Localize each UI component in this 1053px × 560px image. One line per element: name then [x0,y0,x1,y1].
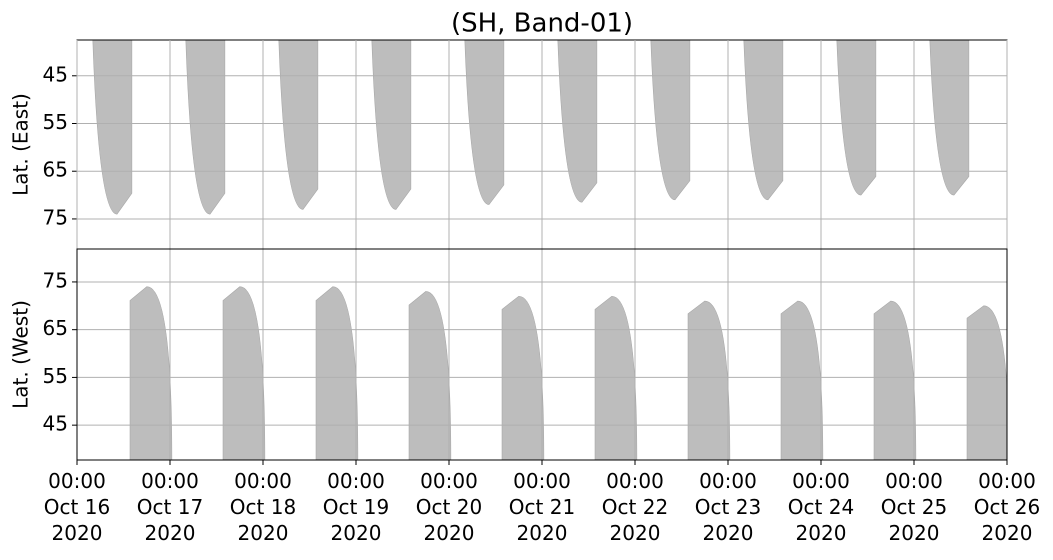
swath [873,300,917,460]
x-tick-line: Oct 25 [881,495,947,519]
swath [129,286,173,460]
x-tick-line: 2020 [424,521,475,545]
y-tick-label: 75 [43,205,68,229]
x-tick-line: Oct 24 [788,495,854,519]
x-tick-line: 2020 [52,521,103,545]
x-tick-line: 2020 [517,521,568,545]
x-tick-line: 00:00 [699,469,757,493]
swath [929,40,970,196]
x-tick-line: 00:00 [327,469,385,493]
x-tick-label: 00:00 Oct 20 2020 [416,469,482,545]
swath [743,40,784,201]
x-tick-line: 00:00 [978,469,1036,493]
x-tick-line: Oct 21 [509,495,575,519]
x-tick-label: 00:00 Oct 16 2020 [44,469,110,545]
plot-area [92,40,970,215]
x-tick-line: 2020 [610,521,661,545]
x-tick-line: Oct 19 [323,495,389,519]
swath [650,40,691,201]
x-tick-line: 2020 [796,521,847,545]
swath [780,300,824,460]
x-tick-label: 00:00 Oct 25 2020 [881,469,947,545]
x-tick-label: 00:00 Oct 18 2020 [230,469,296,545]
swath [557,40,598,203]
x-tick-line: 00:00 [234,469,292,493]
x-tick-line: Oct 17 [137,495,203,519]
swath [92,40,133,215]
x-tick-label: 00:00 Oct 21 2020 [509,469,575,545]
x-tick-line: 2020 [238,521,289,545]
x-tick-line: 2020 [982,521,1033,545]
x-tick-label: 00:00 Oct 19 2020 [323,469,389,545]
x-tick-line: 2020 [331,521,382,545]
x-tick-line: 2020 [703,521,754,545]
swath [408,291,452,460]
x-tick-line: 00:00 [792,469,850,493]
x-tick-line: 2020 [145,521,196,545]
x-tick-line: Oct 23 [695,495,761,519]
y-axis-label: Lat. (East) [9,93,33,196]
x-tick-line: 00:00 [513,469,571,493]
swath [966,305,1007,460]
swath [315,286,359,460]
x-tick-line: 00:00 [606,469,664,493]
x-tick-line: 00:00 [885,469,943,493]
x-tick-line: 00:00 [141,469,199,493]
y-tick-label: 55 [43,110,68,134]
x-tick-label: 00:00 Oct 17 2020 [137,469,203,545]
y-tick-label: 65 [43,158,68,182]
x-tick-label: 00:00 Oct 22 2020 [602,469,668,545]
x-tick-line: Oct 26 [974,495,1040,519]
swath [222,286,266,460]
plot-area [129,286,1007,460]
swath [371,40,412,210]
y-tick-label: 55 [43,364,68,388]
axes-frame [76,248,1008,461]
y-tick-label: 45 [43,62,68,86]
swath [836,40,877,196]
chart-title: (SH, Band-01) [451,9,633,39]
x-tick-label: 00:00 Oct 24 2020 [788,469,854,545]
swath [185,40,226,215]
swath [501,295,545,460]
x-tick-line: 2020 [889,521,940,545]
x-tick-line: Oct 16 [44,495,110,519]
y-tick-label: 45 [43,412,68,436]
x-tick-line: Oct 18 [230,495,296,519]
swath [594,295,638,460]
x-tick-label: 00:00 Oct 23 2020 [695,469,761,545]
swath [687,300,731,460]
y-axis-label: Lat. (West) [9,300,33,409]
y-tick-label: 75 [43,268,68,292]
x-tick-label: 00:00 Oct 26 2020 [974,469,1040,545]
x-tick-line: 00:00 [420,469,478,493]
swath [464,40,505,205]
x-tick-line: Oct 20 [416,495,482,519]
y-tick-label: 65 [43,316,68,340]
x-tick-line: 00:00 [48,469,106,493]
x-tick-line: Oct 22 [602,495,668,519]
swath [278,40,319,210]
